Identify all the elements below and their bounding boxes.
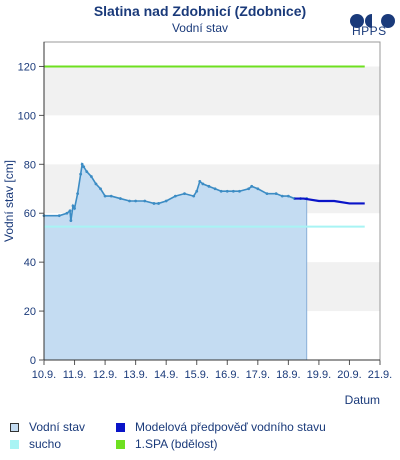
observed-point [219,189,223,193]
observed-point [201,182,205,186]
water-level-chart: 0 20 40 60 80 100 120 10.9. 11.9. 12.9. 13.9. 14.9.… [2,41,392,407]
observed-point [247,187,251,191]
y-tick-label: 60 [24,208,36,220]
observed-point [82,165,86,169]
x-tick-label: 14.9. [154,369,178,381]
observed-point [274,192,278,196]
observed-point [79,172,83,176]
observed-point [69,219,73,222]
observed-point [173,194,177,198]
observed-point [225,189,229,193]
y-tick-label: 40 [24,257,36,269]
observed-point [198,180,202,183]
x-tick-label: 11.9. [63,369,87,381]
observed-point [89,175,93,178]
x-tick-label: 15.9. [184,369,208,381]
observed-swatch-icon [10,422,19,432]
drought-swatch-icon [10,439,19,449]
observed-point [238,189,241,193]
x-tick-label: 10.9. [32,369,56,381]
observed-point [192,194,196,198]
x-tick-label: 13.9. [123,369,147,381]
observed-point [109,194,113,198]
observed-point [103,194,107,198]
chart-subtitle: Vodní stav [171,21,229,35]
forecast-line [294,197,365,205]
legend-label-observed: Vodní stav [29,420,86,434]
observed-point [80,162,84,166]
observed-point [207,184,211,188]
observed-point [280,194,284,198]
x-tick-label: 21.9. [368,369,392,381]
observed-point [94,182,98,186]
legend-label-forecast: Modelová předpověď vodního stavu [135,420,326,434]
x-tick-label: 18.9. [276,369,300,381]
forecast-swatch-icon [116,422,125,432]
spa-swatch-icon [116,439,125,449]
legend-item-observed: Vodní stav [10,420,85,434]
y-axis-label: Vodní stav [cm] [2,160,16,242]
observed-point [57,214,61,218]
observed-point [286,194,290,198]
legend-label-drought: sucho [29,437,62,451]
observed-point [164,199,168,203]
logo-text: HPPS [352,24,387,38]
observed-point [231,189,235,193]
observed-point [99,187,102,191]
observed-point [213,187,217,191]
y-tick-label: 120 [18,61,36,73]
x-axis-label: Datum [345,393,380,407]
observed-point [118,197,122,200]
x-tick-label: 19.9. [307,369,331,381]
hpps-logo-icon [350,14,395,28]
observed-point [195,189,199,193]
observed-point [250,184,254,188]
observed-point [68,209,72,213]
observed-point [134,199,138,203]
legend-item-forecast: Modelová předpověď vodního stavu [116,420,326,434]
x-tick-label: 12.9. [93,369,117,381]
legend-item-spa: 1.SPA (bdělost) [116,437,218,451]
observed-point [65,211,69,215]
observed-point [183,192,186,196]
x-tick-label: 20.9. [337,369,361,381]
observed-point [73,206,76,210]
observed-point [152,202,156,205]
x-tick-label: 16.9. [215,369,239,381]
observed-point [265,192,269,196]
y-tick-label: 20 [24,306,36,318]
observed-point [85,170,89,174]
observed-point [128,199,131,203]
observed-point [256,187,260,191]
observed-line [44,162,307,221]
legend-label-spa: 1.SPA (bdělost) [135,437,218,451]
y-tick-label: 100 [18,110,36,122]
observed-point [157,202,160,205]
observed-point [76,192,79,196]
legend-item-drought: sucho [10,437,61,451]
observed-area [44,164,307,360]
background-band [44,66,380,116]
y-tick-label: 80 [24,159,36,171]
observed-point [71,204,75,208]
chart-title: Slatina nad Zdobnicí (Zdobnice) [93,3,307,19]
x-tick-label: 17.9. [246,369,270,381]
y-tick-label: 0 [30,355,36,367]
observed-point [143,199,147,203]
